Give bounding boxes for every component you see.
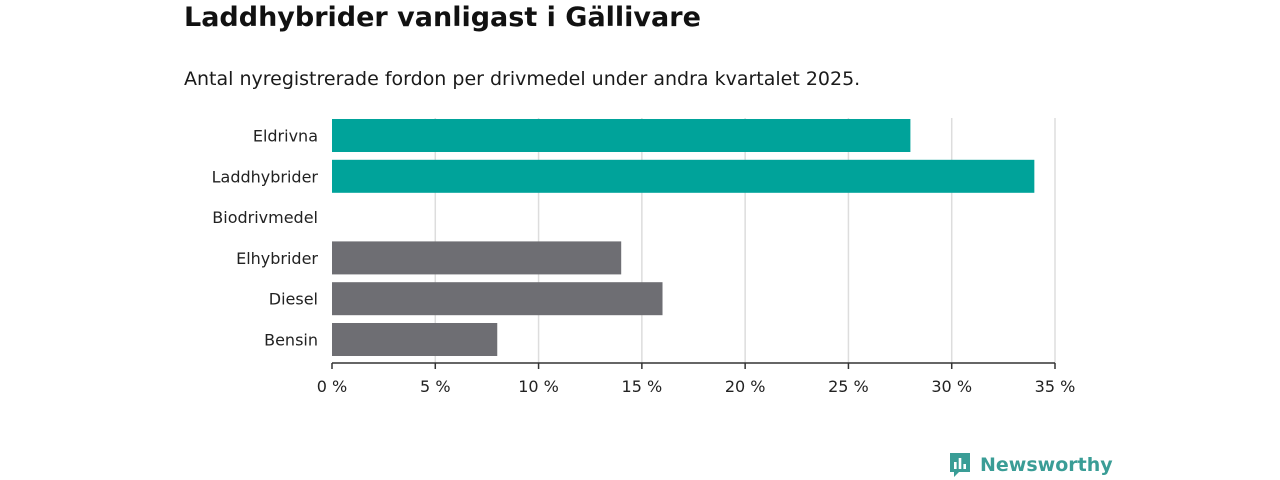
category-label: Bensin (264, 331, 318, 350)
chart-subtitle: Antal nyregistrerade fordon per drivmede… (184, 68, 861, 90)
x-tick-label: 20 % (725, 377, 766, 396)
bar (332, 323, 498, 356)
x-axis-ticks: 0 % 5 % 10 % 15 % 20 % 25 % 30 % 35 % (317, 363, 1076, 396)
category-label: Elhybrider (236, 249, 318, 268)
x-tick-label: 10 % (518, 377, 559, 396)
category-label: Eldrivna (253, 127, 318, 146)
x-tick-label: 35 % (1035, 377, 1076, 396)
category-label: Laddhybrider (212, 167, 319, 186)
gridlines (434, 118, 1056, 363)
x-tick-label: 0 % (317, 377, 347, 396)
bar (332, 119, 911, 152)
bar (332, 282, 663, 316)
x-tick-label: 5 % (420, 377, 450, 396)
category-label: Biodrivmedel (212, 208, 318, 227)
chart-title: Laddhybrider vanligast i Gällivare (184, 2, 701, 33)
x-tick-label: 15 % (622, 377, 663, 396)
category-label: Diesel (269, 290, 318, 309)
bars (332, 119, 1035, 356)
newsworthy-logo-icon (950, 453, 970, 477)
x-tick-label: 25 % (828, 377, 869, 396)
brand: Newsworthy (948, 450, 1113, 480)
category-labels: Eldrivna Laddhybrider Biodrivmedel Elhybrid… (212, 127, 319, 350)
bar (332, 241, 622, 275)
x-tick-label: 30 % (931, 377, 972, 396)
bar (332, 159, 1035, 193)
brand-name: Newsworthy (980, 454, 1113, 476)
